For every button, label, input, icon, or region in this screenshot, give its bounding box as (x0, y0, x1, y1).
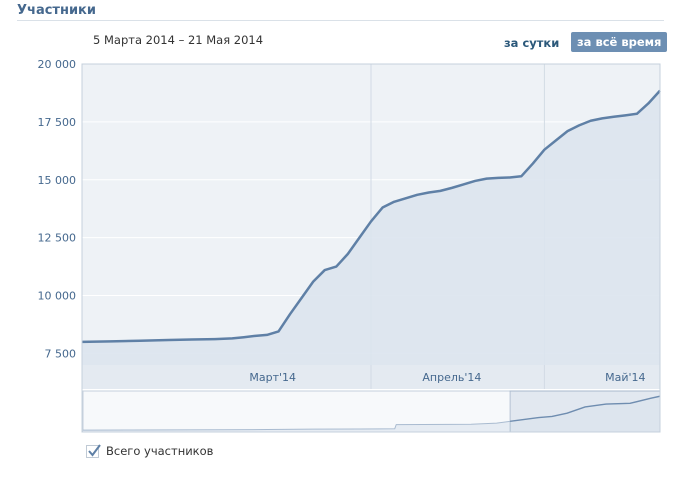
section-title: Участники (17, 3, 96, 18)
chart-frame (81, 63, 661, 433)
y-tick-label: 20 000 (38, 58, 77, 71)
y-tick-label: 7 500 (45, 347, 77, 360)
range-navigator[interactable] (81, 63, 661, 433)
y-tick-label: 10 000 (38, 290, 77, 303)
main-plot: 7 500 10 000 12 500 15 000 17 500 20 000 Март'… (38, 58, 661, 389)
x-tick-label: Май'14 (605, 371, 645, 384)
navigator-selection (509, 390, 661, 433)
y-tick-label: 17 500 (38, 116, 77, 129)
period-day-button[interactable]: за сутки (504, 36, 560, 50)
section-divider (17, 20, 664, 21)
series-checkbox-label: Всего участников (106, 444, 214, 458)
series-checkbox[interactable] (86, 444, 101, 458)
x-tick-label: Апрель'14 (422, 371, 481, 384)
y-tick-label: 15 000 (38, 174, 77, 187)
x-tick-label: Март'14 (249, 371, 296, 384)
series-area (82, 90, 660, 365)
series-line (81, 89, 661, 344)
y-tick-label: 12 500 (38, 232, 77, 245)
checkmark-icon (88, 444, 101, 457)
period-all-time-button[interactable]: за всё время (571, 32, 668, 52)
navigator-selected-line (510, 395, 661, 423)
date-range: 5 Марта 2014 – 21 Мая 2014 (93, 33, 264, 47)
